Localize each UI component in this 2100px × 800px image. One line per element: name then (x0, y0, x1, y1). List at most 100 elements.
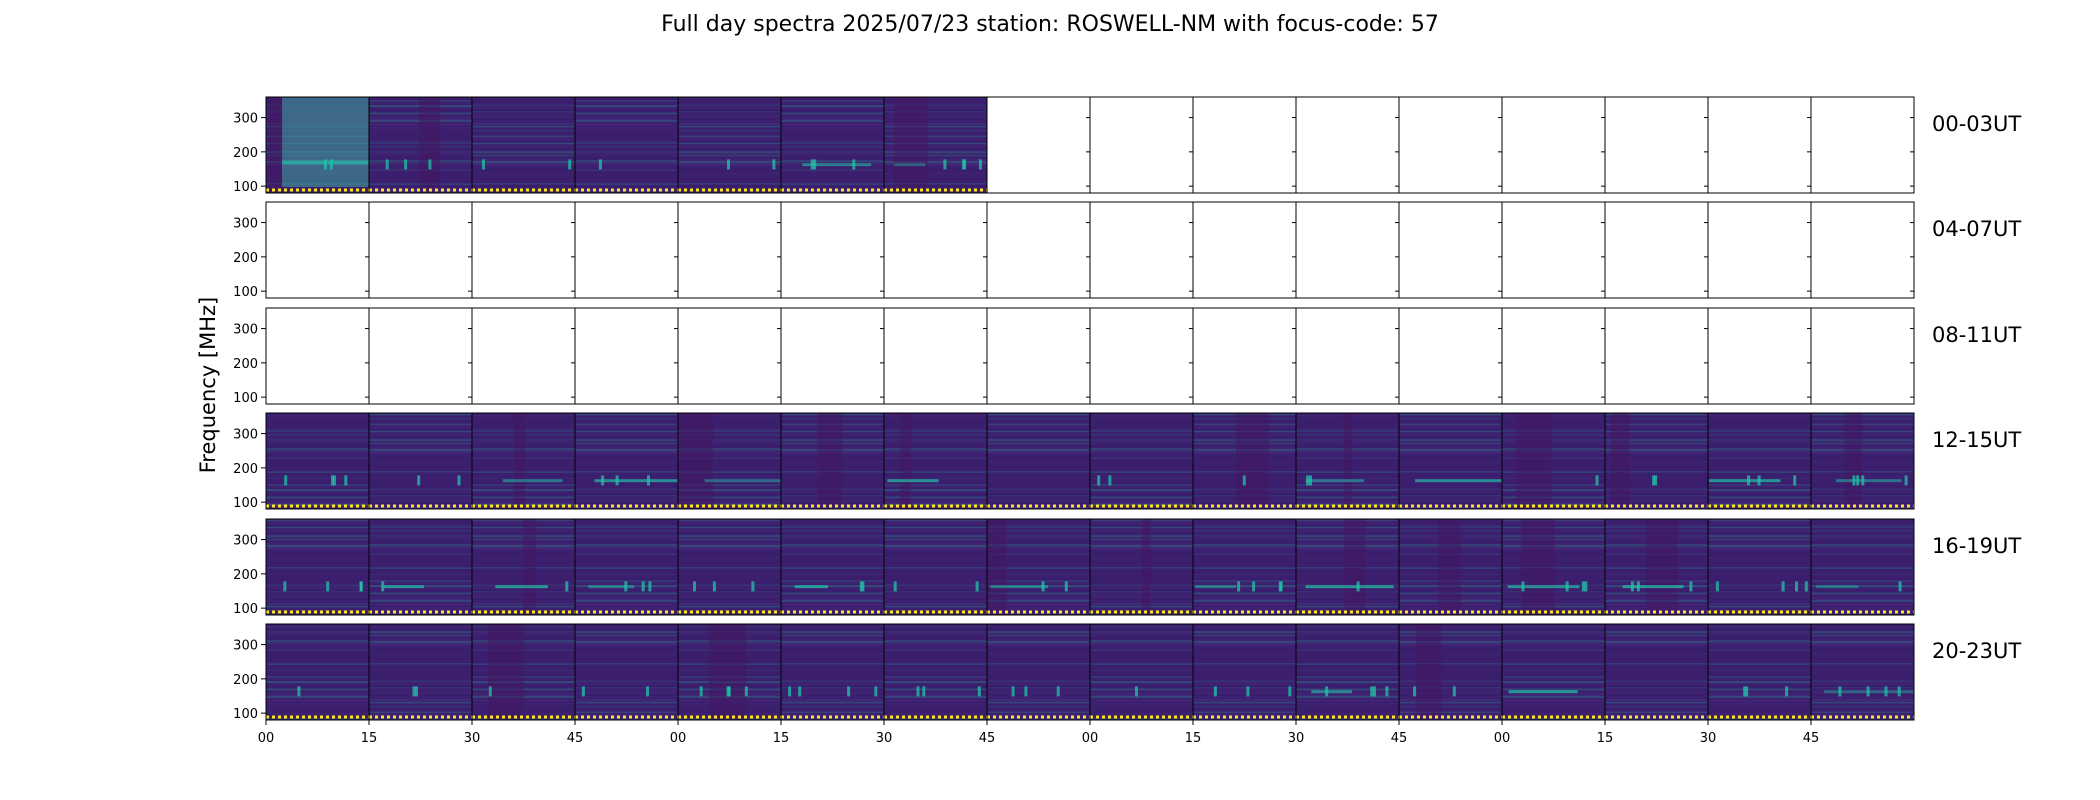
panel-frame (1810, 412, 1915, 510)
spectrogram-panel (266, 624, 369, 720)
x-tick-label: 15 (361, 731, 378, 746)
spectrogram-panel (781, 97, 884, 193)
y-tick-label: 200 (233, 568, 258, 583)
y-tick-label: 100 (233, 496, 258, 511)
row-08-11UT: 100 200 300 08-11UT (233, 307, 2021, 406)
panel-frame (1810, 201, 1915, 299)
spectrogram-panel (575, 413, 678, 509)
panel-frame (780, 307, 885, 405)
spectrogram-panel (1811, 413, 1914, 509)
spectrogram-panel (884, 519, 987, 615)
row-04-07UT: 100 200 300 04-07UT (233, 201, 2021, 300)
x-tick-label: 00 (1494, 731, 1511, 746)
x-tick-label: 30 (464, 731, 481, 746)
panel-frame (1810, 623, 1915, 721)
panel-frame (471, 201, 576, 299)
spectrogram-panel (472, 413, 575, 509)
y-tick-label: 100 (233, 391, 258, 406)
y-tick-label: 200 (233, 146, 258, 161)
x-tick-label: 00 (1082, 731, 1099, 746)
x-tick-label: 15 (1597, 731, 1614, 746)
spectrogram-panel (884, 413, 987, 509)
panel-frame (368, 307, 473, 405)
panel-frame (1810, 96, 1915, 194)
spectrogram-panel (369, 97, 472, 193)
spectrogram-panel (266, 413, 369, 509)
spectrogram-panel (1811, 624, 1914, 720)
spectrogram-panel (678, 97, 781, 193)
spectrogram-panel (1296, 413, 1399, 509)
y-tick-label: 300 (233, 323, 258, 338)
row-label: 16-19UT (1932, 534, 2021, 558)
panel-frame (1295, 201, 1400, 299)
y-tick-label: 100 (233, 602, 258, 617)
panel-frame (265, 201, 370, 299)
row-label: 08-11UT (1932, 323, 2021, 347)
x-tick-label: 45 (567, 731, 584, 746)
x-tick-label: 00 (670, 731, 687, 746)
panel-frame (1604, 201, 1709, 299)
y-tick-label: 200 (233, 462, 258, 477)
panel-frame (780, 201, 885, 299)
spectrogram-panel (987, 624, 1090, 720)
panel-frame (1810, 518, 1915, 616)
spectrogram-panel (1399, 413, 1502, 509)
spectrogram-panel (472, 519, 575, 615)
x-tick-label: 45 (979, 731, 996, 746)
x-tick-label: 30 (1288, 731, 1305, 746)
spectrogram-panel (575, 97, 678, 193)
panel-frame (265, 307, 370, 405)
spectrogram-panel (1708, 624, 1811, 720)
spectrogram-panel (1193, 624, 1296, 720)
panel-frame (986, 307, 1091, 405)
spectrogram-panel (1193, 413, 1296, 509)
panel-frame (1295, 96, 1400, 194)
row-label: 00-03UT (1932, 112, 2021, 136)
panel-frame (677, 307, 782, 405)
panel-frame (1398, 201, 1503, 299)
spectrogram-panel (266, 519, 369, 615)
panel-frame (1192, 307, 1297, 405)
panel-frame (1295, 307, 1400, 405)
spectrogram-panel (987, 413, 1090, 509)
x-tick-label: 30 (876, 731, 893, 746)
spectrogram-panel (678, 519, 781, 615)
y-tick-label: 200 (233, 251, 258, 266)
panel-frame (1604, 96, 1709, 194)
spectrogram-panel (1708, 413, 1811, 509)
spectrogram-panel (1605, 519, 1708, 615)
panel-frame (368, 201, 473, 299)
spectrogram-panel (369, 413, 472, 509)
row-label: 20-23UT (1932, 639, 2021, 663)
spectrogram-panel (1296, 624, 1399, 720)
panel-frame (1089, 307, 1194, 405)
spectrogram-panel (781, 624, 884, 720)
spectrogram-panel (678, 413, 781, 509)
panel-frame (1192, 96, 1297, 194)
spectrogram-panel (884, 97, 987, 193)
spectrogram-panel (884, 624, 987, 720)
spectrogram-panel (1399, 624, 1502, 720)
row-label: 04-07UT (1932, 217, 2021, 241)
panel-frame (883, 307, 988, 405)
panel-frame (1501, 96, 1606, 194)
spectrogram-panel (1090, 624, 1193, 720)
spectrogram-panel (1296, 519, 1399, 615)
spectrogram-panel (472, 97, 575, 193)
spectrogram-panel (472, 624, 575, 720)
row-16-19UT: 100 200 300 16-19UT (233, 518, 2021, 617)
y-tick-label: 300 (233, 428, 258, 443)
panel-frame (986, 96, 1091, 194)
panel-frame (1398, 307, 1503, 405)
panel-frame (1707, 201, 1812, 299)
y-tick-label: 300 (233, 534, 258, 549)
spectrogram-panel (1605, 413, 1708, 509)
spectrogram-panel (987, 519, 1090, 615)
spectrogram-panel (1502, 624, 1605, 720)
spectrogram-panel (1193, 519, 1296, 615)
panel-frame (1707, 307, 1812, 405)
panel-frame (1398, 96, 1503, 194)
x-tick-label: 00 (258, 731, 275, 746)
panel-frame (574, 201, 679, 299)
